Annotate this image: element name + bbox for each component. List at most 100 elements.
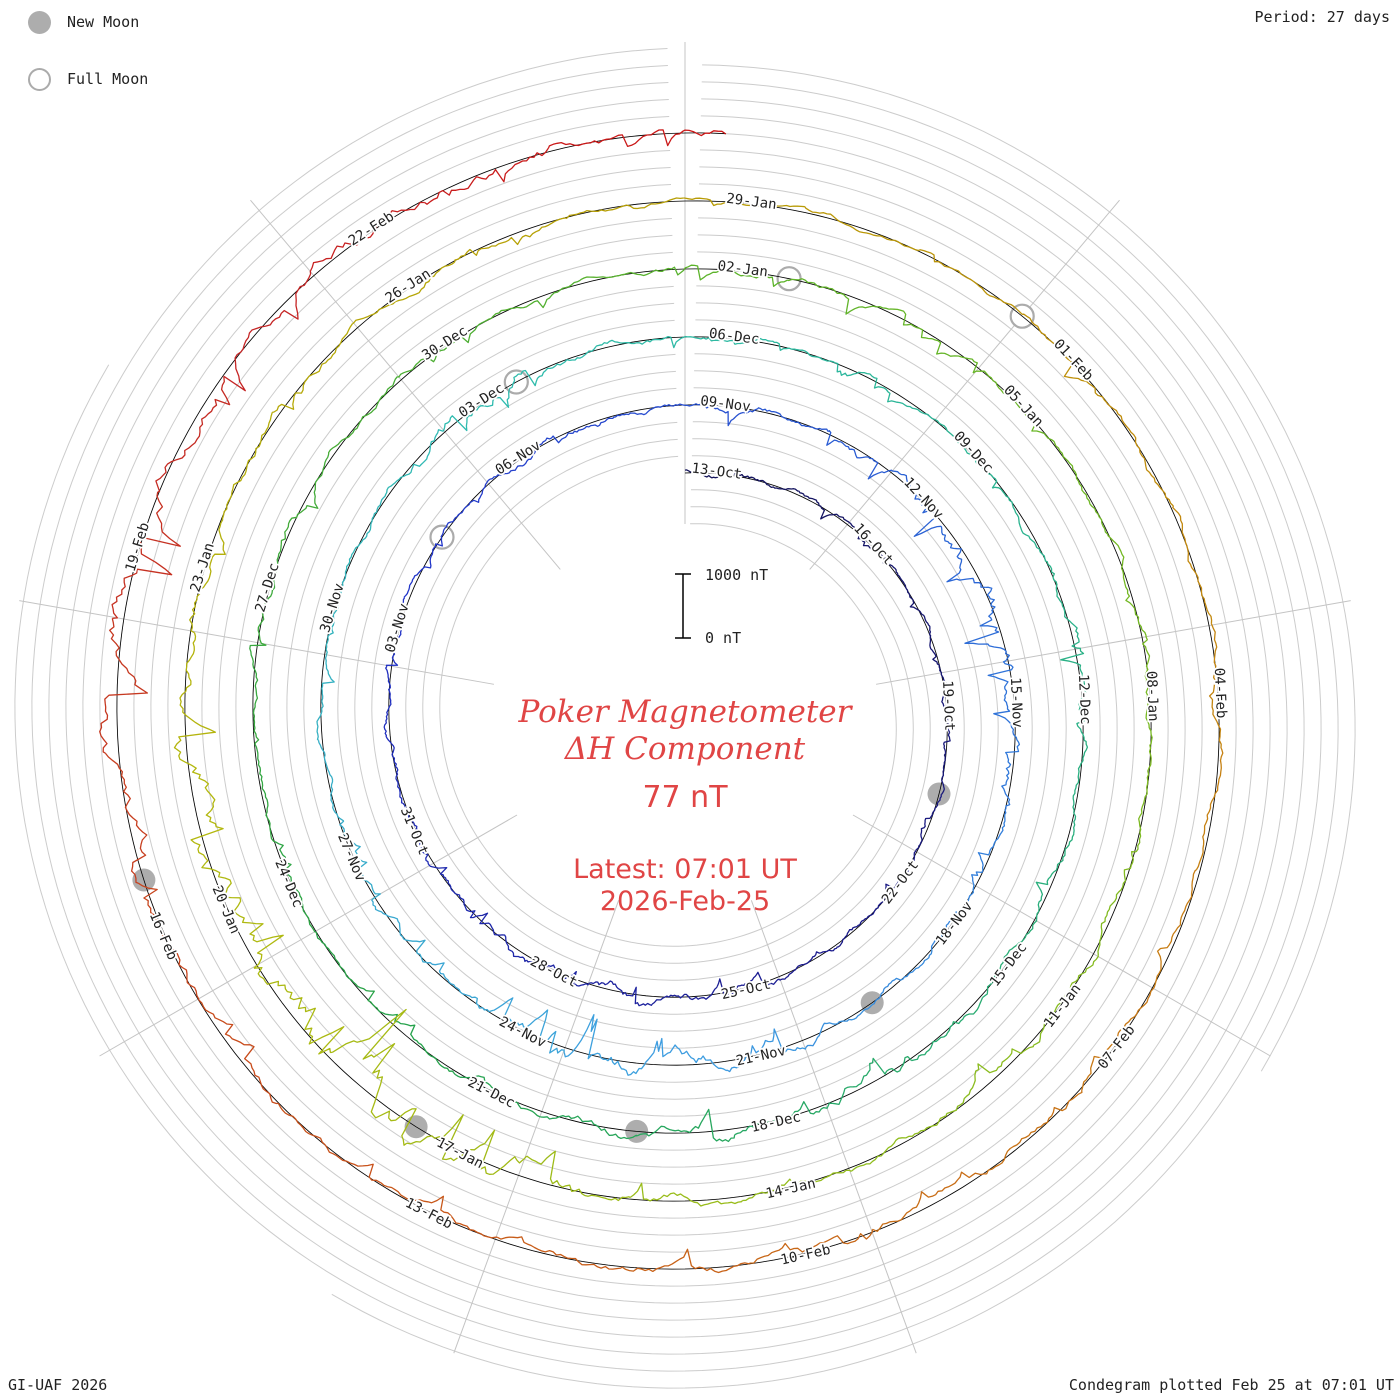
magnetometer-trace-segment [772,340,858,377]
magnetometer-trace-segment [277,1103,382,1184]
date-label: 21-Dec [465,1074,517,1111]
current-value: 77 nT [642,780,728,815]
date-label: 23-Jan [188,541,218,594]
magnetometer-trace-segment [881,850,917,904]
magnetometer-trace-segment [1107,534,1147,636]
date-label: 15-Nov [1007,677,1025,728]
magnetometer-trace-segment [344,495,386,573]
magnetometer-trace-segment [442,380,516,432]
magnetometer-trace-segment [249,644,267,745]
magnetometer-trace-segment [848,521,891,566]
latest-time: Latest: 07:01 UT [573,854,797,885]
magnetometer-trace-segment [827,1055,912,1108]
magnetometer-trace-segment [104,752,148,884]
magnetometer-trace-segment [316,655,335,741]
date-label: 09-Dec [950,428,996,476]
magnetometer-trace-segment [891,469,942,537]
magnetometer-trace-segment [964,586,1010,661]
magnetometer-trace-segment [684,403,758,427]
magnetometer-trace-segment [1097,851,1137,956]
magnetometer-trace-segment [726,1028,807,1073]
magnetometer-trace-segment [253,966,345,1055]
magnetometer-trace-segment [317,740,345,822]
date-label: 13-Feb [403,1195,455,1232]
grid-spoke [453,900,620,1354]
magnetometer-trace-segment [579,266,685,281]
date-label: 01-Feb [1050,336,1096,384]
magnetometer-trace-segment [339,820,382,901]
magnetometer-trace-segment [934,418,998,489]
date-label: 22-Feb [346,209,397,250]
date-label: 21-Nov [735,1043,788,1070]
magnetometer-trace-segment [804,206,919,252]
magnetometer-trace-segment [757,407,829,432]
magnetometer-trace-segment [385,597,406,667]
magnetometer-trace-segment [155,376,231,493]
magnetometer-trace-segment [873,949,933,1005]
magnetometer-trace-segment [406,1114,528,1175]
magnetometer-trace-segment [201,862,284,969]
magnetometer-trace-segment [1195,747,1224,871]
plotted-label: Condegram plotted Feb 25 at 07:01 UT [1068,1376,1394,1394]
magnetometer-trace-segment [426,962,494,1013]
magnetometer-trace-segment [526,1150,631,1202]
magnetometer-trace-segment [1045,560,1080,649]
magnetometer-trace-segment [918,249,1023,315]
magnetometer-trace-segment [798,490,850,523]
magnetometer-trace-segment [1172,505,1213,624]
date-label: 26-Jan [383,266,434,307]
magnetometer-trace-segment [221,412,273,520]
magnetometer-trace-segment [805,1003,875,1048]
magnetometer-trace-segment [826,430,893,480]
magnetometer-trace-segment [309,201,425,275]
date-label: 03-Nov [382,602,412,655]
grid-spiral [31,48,1305,1355]
magnetometer-trace-segment [872,1171,987,1232]
magnetometer-trace-segment [493,997,565,1054]
magnetometer-trace-segment [612,403,685,419]
grid-spoke [875,600,1351,685]
magnetometer-trace-segment [716,971,782,996]
magnetometer-trace-segment [384,429,444,497]
magnetometer-trace-segment [1001,735,1021,814]
magnetometer-trace-segment [563,1013,647,1076]
period-label: Period: 27 days [1254,8,1390,26]
magnetometer-trace-segment [274,841,317,933]
magnetometer-trace-segment [856,371,935,420]
date-label: 03-Dec [456,380,507,421]
magnetometer-trace-segment [629,1182,743,1207]
magnetometer-trace-segment [484,279,581,323]
magnetometer-trace-segment [780,947,838,981]
date-label: 07-Feb [1095,1022,1138,1072]
date-label: 13-Oct [691,460,743,482]
grid-spiral [14,98,1322,1372]
magnetometer-trace-segment [440,482,488,538]
magnetometer-trace-segment [497,1236,623,1270]
magnetometer-trace-segment [257,544,282,646]
scale-top-label: 1000 nT [705,566,768,584]
magnetometer-trace-segment [915,793,943,851]
magnetometer-trace-segment [429,865,476,919]
magnetometer-trace-segment [402,802,431,867]
date-label: 12-Dec [1075,674,1093,725]
magnetometer-trace-segment [683,264,788,287]
magnetometer-trace-segment [385,735,404,804]
magnetometer-trace-segment [403,537,443,598]
date-label: 04-Feb [1211,667,1229,718]
magnetometer-trace-segment [325,572,347,656]
magnetometer-trace-segment [547,129,684,149]
magnetometer-trace-segment [540,1114,638,1140]
magnetometer-trace-segment [513,346,597,387]
magnetometer-trace-segment [454,217,566,263]
magnetometer-trace-segment [889,564,923,616]
grid-spoke [99,814,518,1057]
grid-spoke [809,199,1120,570]
date-label: 17-Jan [434,1135,486,1172]
magnetometer-trace-segment [941,732,951,795]
date-label: 06-Nov [493,438,544,479]
magnetometer-trace-segment [371,899,428,964]
magnetometer-trace-segment [595,335,685,349]
magnetometer-trace-segment [683,335,774,345]
magnetometer-trace-segment [1135,743,1152,853]
